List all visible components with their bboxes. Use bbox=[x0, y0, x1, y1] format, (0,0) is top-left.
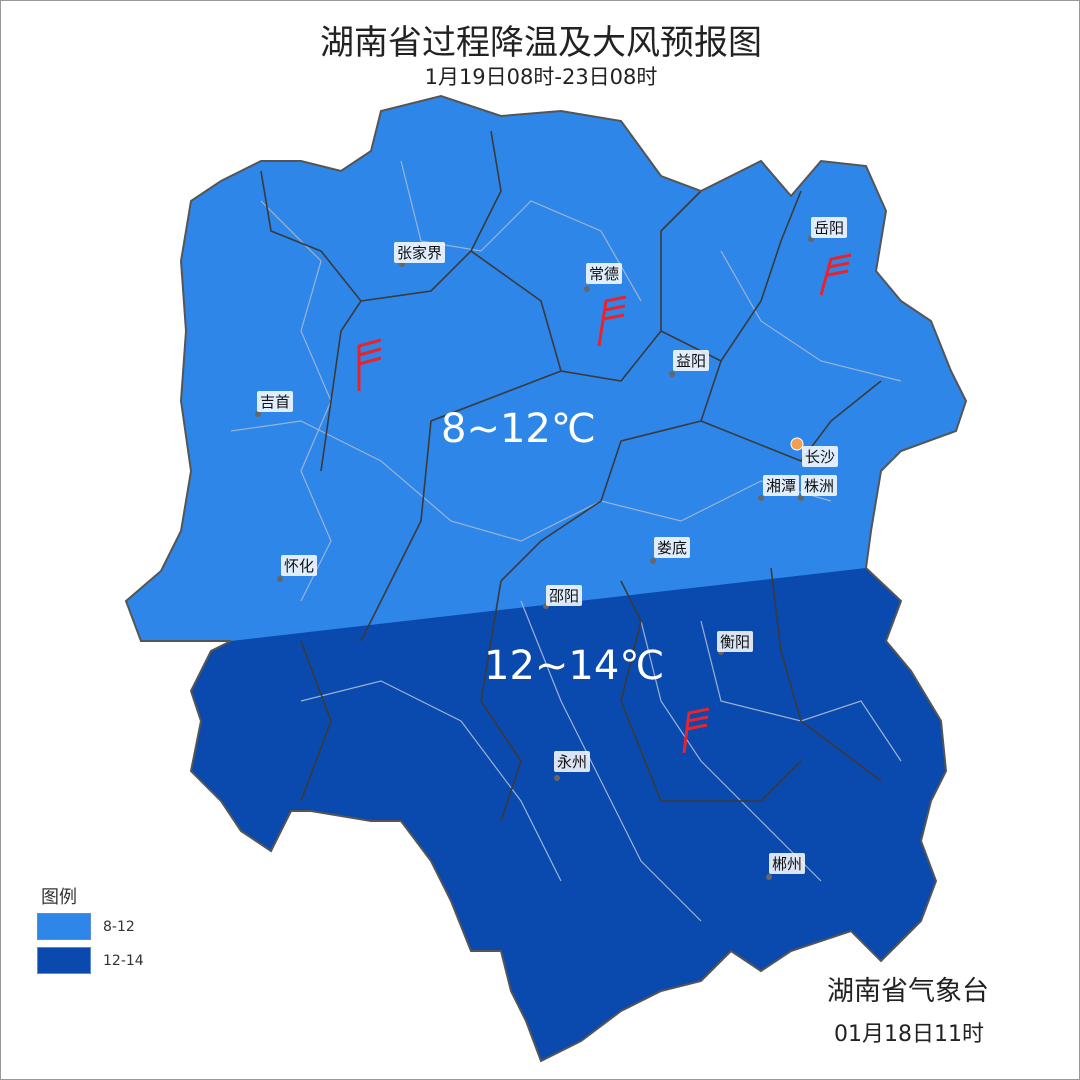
city-label: 吉首 bbox=[257, 391, 294, 412]
city-label: 岳阳 bbox=[811, 217, 848, 238]
city-label: 衡阳 bbox=[717, 631, 754, 652]
city-label: 怀化 bbox=[281, 555, 318, 576]
city-label: 株洲 bbox=[801, 475, 838, 496]
wind-flag-icon bbox=[819, 253, 852, 296]
map-title: 湖南省过程降温及大风预报图 bbox=[320, 23, 762, 63]
city-label: 湘潭 bbox=[763, 475, 800, 496]
legend-item: 12-14 bbox=[37, 947, 144, 974]
city-label: 娄底 bbox=[654, 537, 691, 558]
legend-label: 8-12 bbox=[103, 918, 135, 935]
city-label: 益阳 bbox=[673, 350, 710, 371]
wind-flag-icon bbox=[357, 338, 382, 391]
city-label: 常德 bbox=[586, 263, 623, 284]
wind-flag-icon bbox=[682, 707, 710, 754]
map-subtitle: 1月19日08时-23日08时 bbox=[424, 65, 658, 89]
zone-label-8-12: 8~12℃ bbox=[441, 406, 596, 452]
legend-label: 12-14 bbox=[103, 952, 144, 969]
wind-flags bbox=[357, 253, 852, 754]
city-label: 郴州 bbox=[769, 853, 806, 874]
city-label: 邵阳 bbox=[546, 585, 583, 606]
city-label: 永州 bbox=[554, 751, 591, 772]
city-label: 张家界 bbox=[394, 242, 446, 263]
legend-item: 8-12 bbox=[37, 913, 135, 940]
city-markers bbox=[255, 236, 814, 880]
legend-swatch bbox=[37, 947, 91, 974]
organization: 湖南省气象台 bbox=[827, 976, 989, 1007]
city-label: 长沙 bbox=[802, 446, 839, 467]
zone-label-12-14: 12~14℃ bbox=[484, 643, 665, 689]
legend-swatch bbox=[37, 913, 91, 940]
wind-flag-icon bbox=[597, 295, 627, 347]
issue-time: 01月18日11时 bbox=[834, 1022, 984, 1047]
legend-title: 图例 bbox=[41, 887, 77, 908]
